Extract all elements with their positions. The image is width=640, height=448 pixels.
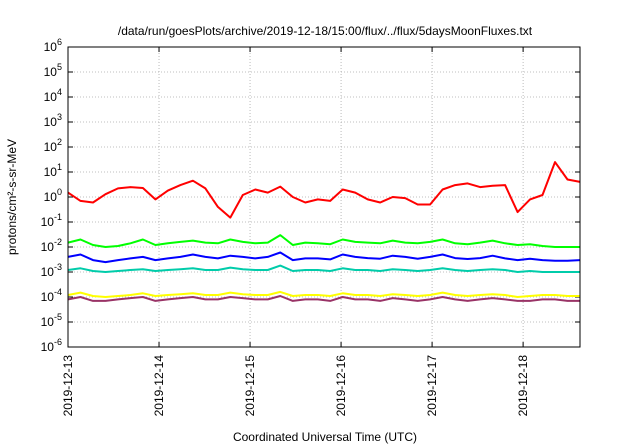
x-tick-label: 2019-12-13	[61, 355, 75, 417]
plot-frame	[67, 46, 581, 348]
series-line-5	[67, 295, 580, 302]
series-line-0	[67, 161, 581, 219]
x-axis-tick-labels: 2019-12-13 2019-12-14 2019-12-15 2019-12-16…	[61, 355, 530, 417]
y-tick-label: 100	[44, 187, 62, 204]
x-tick-label: 2019-12-16	[334, 355, 348, 417]
series-line-4	[67, 290, 580, 298]
y-tick-label: 106	[44, 37, 62, 54]
y-tick-label: 101	[44, 162, 62, 179]
y-tick-label: 102	[44, 137, 62, 154]
series-line-2	[67, 251, 581, 264]
series-line-3	[67, 264, 580, 273]
x-tick-label: 2019-12-14	[152, 355, 166, 417]
y-tick-label: 104	[44, 87, 62, 104]
y-axis-label: protons/cm²-s-sr-MeV	[5, 139, 19, 255]
y-tick-label: 10-6	[41, 337, 62, 354]
x-axis-label: Coordinated Universal Time (UTC)	[233, 430, 417, 444]
grid-lines	[67, 46, 580, 348]
x-tick-label: 2019-12-15	[243, 355, 257, 417]
y-axis-tick-labels: 10-6 10-5 10-4 10-3 10-2 10-1 100 101 102 103 104 1…	[41, 37, 62, 354]
y-tick-label: 10-5	[41, 312, 62, 329]
x-tick-label: 2019-12-17	[425, 355, 439, 417]
y-tick-label: 10-2	[41, 237, 62, 254]
y-tick-label: 10-3	[41, 262, 62, 279]
y-tick-label: 103	[44, 112, 62, 129]
series-layer	[67, 161, 581, 302]
y-tick-label: 10-1	[41, 212, 62, 229]
x-tick-label: 2019-12-18	[516, 355, 530, 417]
series-line-1	[67, 234, 580, 248]
y-tick-label: 10-4	[41, 287, 62, 304]
y-tick-label: 105	[44, 62, 62, 79]
chart-title: /data/run/goesPlots/archive/2019-12-18/1…	[118, 24, 533, 38]
